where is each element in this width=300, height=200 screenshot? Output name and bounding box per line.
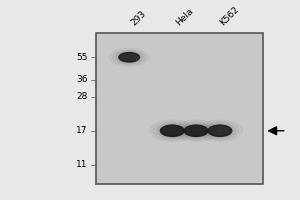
Text: 55: 55: [76, 53, 88, 62]
Ellipse shape: [184, 125, 208, 136]
Text: 293: 293: [129, 9, 148, 27]
Text: 36: 36: [76, 75, 88, 84]
Ellipse shape: [208, 125, 232, 136]
Ellipse shape: [208, 125, 232, 136]
Ellipse shape: [181, 123, 212, 138]
Text: K562: K562: [218, 4, 241, 27]
FancyBboxPatch shape: [97, 33, 263, 184]
Ellipse shape: [116, 51, 143, 63]
Text: 11: 11: [76, 160, 88, 169]
Ellipse shape: [119, 53, 140, 62]
Text: 17: 17: [76, 126, 88, 135]
Ellipse shape: [204, 123, 235, 138]
Text: 28: 28: [76, 92, 88, 101]
Ellipse shape: [184, 125, 208, 136]
Ellipse shape: [160, 125, 184, 136]
Ellipse shape: [119, 53, 140, 62]
Text: Hela: Hela: [174, 6, 195, 27]
Ellipse shape: [157, 123, 188, 138]
Ellipse shape: [160, 125, 184, 136]
